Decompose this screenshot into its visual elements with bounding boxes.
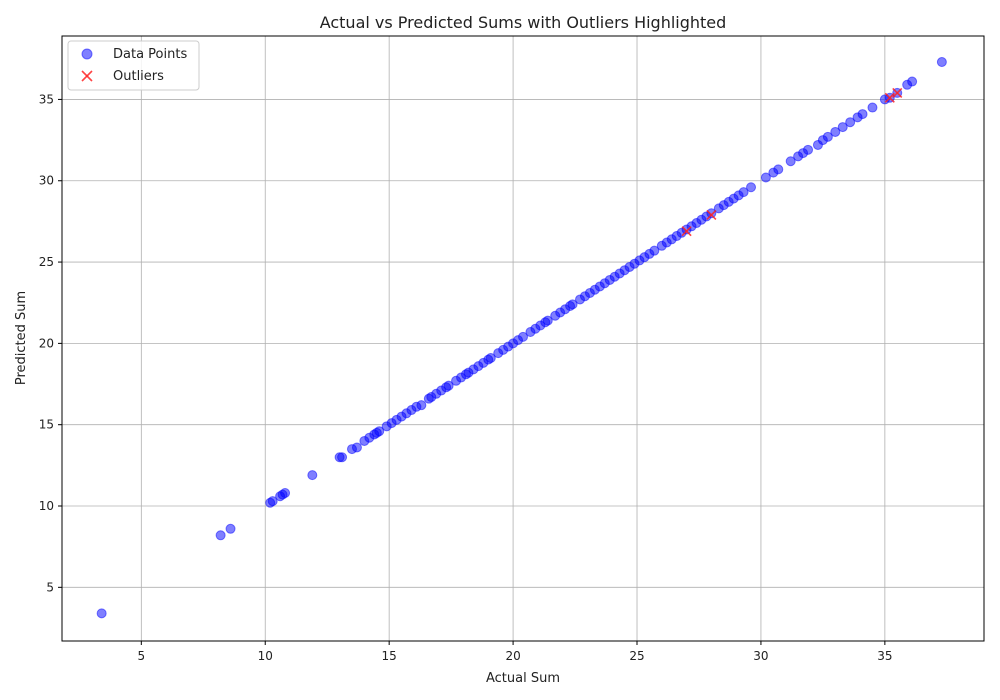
x-axis-label: Actual Sum [486, 671, 560, 686]
data-point [837, 122, 848, 133]
plot-area-frame [61, 35, 985, 642]
data-point [267, 496, 278, 507]
data-point [280, 488, 291, 499]
outlier-point [681, 226, 692, 237]
data-point [542, 315, 553, 326]
data-point [518, 331, 528, 342]
data-point [485, 353, 496, 364]
chart-title: Actual vs Predicted Sums with Outliers H… [320, 13, 727, 32]
data-point [773, 164, 784, 175]
data-point [845, 117, 856, 128]
data-point [649, 245, 660, 256]
data-point [96, 608, 107, 619]
x-tick-label: 5 [137, 649, 145, 663]
y-tick-label: 5 [46, 580, 54, 594]
data-point [307, 470, 318, 481]
data-point [374, 426, 385, 437]
x-tick-label: 10 [258, 649, 273, 663]
data-point [760, 172, 771, 183]
y-tick-label: 25 [39, 255, 54, 269]
data-point [830, 126, 841, 137]
data-point [443, 380, 454, 391]
data-point [867, 102, 878, 113]
data-point [857, 109, 868, 120]
data-points-layer [96, 57, 947, 619]
legend-marker-data-points [81, 48, 93, 60]
outlier-point [706, 209, 717, 220]
y-tick-label: 15 [39, 418, 54, 432]
data-point [337, 452, 348, 463]
data-point [785, 156, 796, 167]
data-point [907, 76, 918, 87]
x-tick-label: 35 [877, 649, 892, 663]
data-point [567, 299, 578, 310]
outlier-point [892, 87, 903, 98]
legend-box [67, 40, 200, 91]
x-tick-label: 25 [629, 649, 644, 663]
data-point [416, 400, 427, 411]
legend-label-data-points: Data Points [113, 47, 187, 62]
data-point [803, 144, 814, 155]
y-axis-label: Predicted Sum [14, 291, 29, 385]
data-point [746, 182, 757, 193]
y-tick-label: 10 [39, 499, 54, 513]
data-point [822, 131, 833, 142]
legend-marker-outliers [81, 70, 93, 82]
data-point [706, 208, 717, 219]
data-point [738, 187, 749, 198]
y-tick-label: 30 [39, 174, 54, 188]
axis-ticks: 5 10 15 20 25 30 35 5 10 15 20 25 30 35 [39, 92, 893, 663]
y-tick-label: 35 [39, 92, 54, 106]
x-tick-label: 20 [505, 649, 520, 663]
y-tick-label: 20 [39, 336, 54, 350]
data-point [936, 57, 947, 68]
data-point [225, 523, 236, 534]
legend-label-outliers: Outliers [113, 69, 164, 84]
x-tick-label: 30 [753, 649, 768, 663]
data-point [215, 530, 226, 541]
outlier-point [884, 92, 895, 103]
x-tick-label: 15 [382, 649, 397, 663]
legend: Data Points Outliers [67, 40, 200, 91]
grid-lines [62, 36, 984, 641]
data-point [351, 442, 362, 453]
